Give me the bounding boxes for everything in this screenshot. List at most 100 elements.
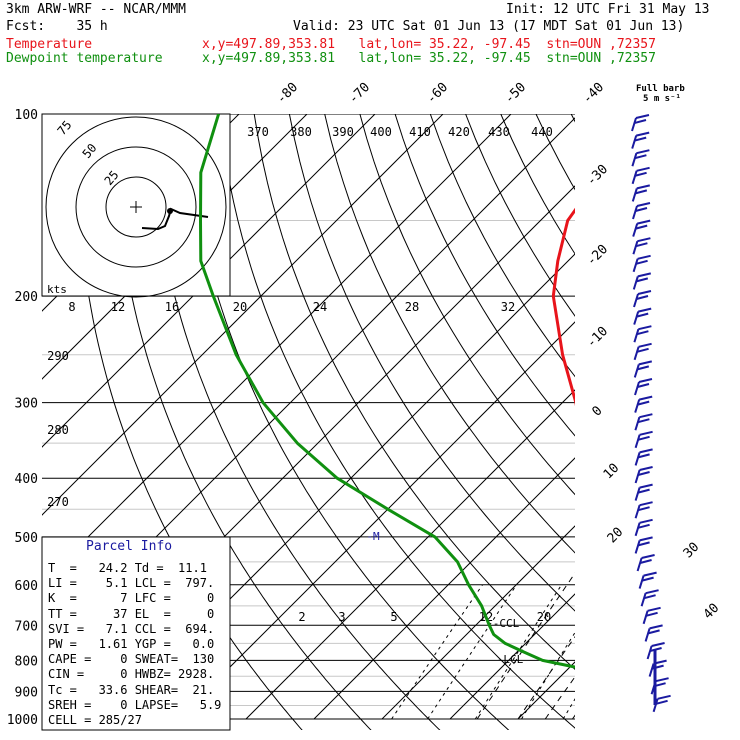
wind-barb-flag xyxy=(639,466,653,471)
mixing-ratio-label: 32 xyxy=(501,300,515,314)
wind-barb-flag xyxy=(655,699,668,705)
full-barb-label: Full barb xyxy=(636,84,685,94)
parcel-info-line: CIN = 0 HWBZ= 2928. xyxy=(48,667,215,682)
wind-barb-flag xyxy=(636,166,650,172)
pressure-label-300: 300 xyxy=(15,397,38,412)
isotherm xyxy=(381,525,575,720)
dry-adiabat xyxy=(394,114,575,437)
dewpoint-label: Dewpoint temperature xyxy=(6,51,163,66)
wind-barb-flag xyxy=(636,184,651,190)
theta-label: 440 xyxy=(531,125,553,139)
isotherm xyxy=(177,321,575,720)
full-barb-units: 5 m s⁻¹ xyxy=(643,94,681,104)
wind-barb-flag xyxy=(649,647,662,652)
wind-barb-flag xyxy=(636,312,649,318)
pressure-label-100: 100 xyxy=(15,108,38,123)
temperature-profile xyxy=(551,207,575,407)
wind-barb xyxy=(634,452,641,466)
wind-barb xyxy=(632,276,639,290)
isotherm xyxy=(722,114,740,719)
marker-m: -M xyxy=(366,530,380,543)
wind-barb-flag xyxy=(634,154,647,160)
wind-barb xyxy=(633,364,640,378)
isotherm-label: -20 xyxy=(584,242,611,269)
dry-adiabat xyxy=(642,114,740,732)
parcel-info-title: Parcel Info xyxy=(86,539,173,554)
wind-barb xyxy=(634,399,641,413)
wind-barb-flag xyxy=(635,114,650,119)
theta-label: 380 xyxy=(290,125,312,139)
wind-barb xyxy=(632,223,639,237)
wind-barb-flag xyxy=(635,242,648,248)
wind-barb-flag xyxy=(635,224,648,230)
wind-barb-flag xyxy=(636,219,651,225)
wind-barb-flag xyxy=(638,395,653,401)
isotherm-label: -50 xyxy=(502,80,529,107)
mixing-ratio-line xyxy=(521,631,575,720)
dry-adiabat xyxy=(606,114,740,732)
wind-barb-flag xyxy=(634,171,647,177)
dry-adiabat xyxy=(429,114,575,378)
wind-barb-flag xyxy=(636,347,649,353)
dry-adiabat xyxy=(500,114,575,255)
parcel-info-line: CELL = 285/27 xyxy=(48,713,142,727)
isotherm xyxy=(313,457,575,720)
parcel-info-line: SVI = 7.1 CCL = 694. xyxy=(48,621,215,636)
wind-barb xyxy=(633,346,640,361)
parcel-info-line: CAPE = 0 SWEAT= 130 xyxy=(48,652,215,667)
wind-barb-flag xyxy=(637,400,650,406)
mixing-ratio-line xyxy=(562,698,575,720)
dry-adiabat xyxy=(465,114,575,317)
model-title: 3km ARW-WRF -- NCAR/MMM xyxy=(6,2,187,17)
wind-barb xyxy=(636,557,643,572)
wind-barb-flag xyxy=(637,272,652,278)
wind-barb xyxy=(634,381,640,396)
wind-barb xyxy=(644,628,651,642)
wind-barb-flag xyxy=(643,571,657,577)
wind-barb-flag xyxy=(639,518,653,524)
pressure-label-400: 400 xyxy=(15,472,38,487)
moist-adiabat xyxy=(544,675,575,720)
wind-barb xyxy=(642,610,649,625)
hodograph-ring xyxy=(105,176,167,238)
valid-time: Valid: 23 UTC Sat 01 Jun 13 (17 MDT Sat … xyxy=(293,19,685,34)
isotherm xyxy=(42,114,376,448)
wind-barb-flag xyxy=(637,237,651,243)
mixing-ratio-label-lower: 2 xyxy=(298,610,305,624)
dry-adiabat xyxy=(712,114,740,732)
pressure-label-500: 500 xyxy=(15,531,38,546)
wind-barb-flag xyxy=(637,307,652,313)
isotherm xyxy=(42,114,444,516)
parcel-info-line: PW = 1.61 YGP = 0.0 xyxy=(48,637,215,651)
wind-barb-flag xyxy=(638,360,653,366)
wind-barb-flag xyxy=(635,131,650,137)
theta-label: 420 xyxy=(448,125,470,139)
dewpoint-profile xyxy=(199,114,575,669)
wind-barb-flag xyxy=(637,471,650,476)
pressure-label-200: 200 xyxy=(15,290,38,305)
wind-barb xyxy=(631,152,638,167)
isotherm-label: -70 xyxy=(346,80,373,107)
marker-lcl: -LCL xyxy=(497,653,524,666)
isotherm xyxy=(449,593,575,720)
wind-barb-flag xyxy=(655,677,669,683)
wind-barb-flag xyxy=(637,435,650,441)
parcel-box xyxy=(41,536,231,731)
isotherm-label: 10 xyxy=(601,461,623,483)
moist-adiabat xyxy=(600,296,740,719)
wind-barb-flag xyxy=(636,277,649,283)
mixing-ratio-label-lower: 20 xyxy=(537,610,551,624)
pressure-label-800: 800 xyxy=(15,654,38,669)
wind-barb xyxy=(632,240,639,255)
wind-barb-flag xyxy=(639,501,653,507)
parcel-info-line: Tc = 33.6 SHEAR= 21. xyxy=(48,682,215,697)
wind-barb-flag xyxy=(635,259,648,265)
wind-barb-flag xyxy=(637,290,652,295)
theta-label-left: 270 xyxy=(47,495,69,509)
wind-barb xyxy=(631,117,637,132)
wind-barb-flag xyxy=(637,365,650,371)
wind-barb xyxy=(634,504,641,519)
hodograph-ring xyxy=(75,146,197,268)
mixing-ratio-label-lower: 5 xyxy=(390,610,397,624)
dry-adiabat xyxy=(677,114,740,732)
